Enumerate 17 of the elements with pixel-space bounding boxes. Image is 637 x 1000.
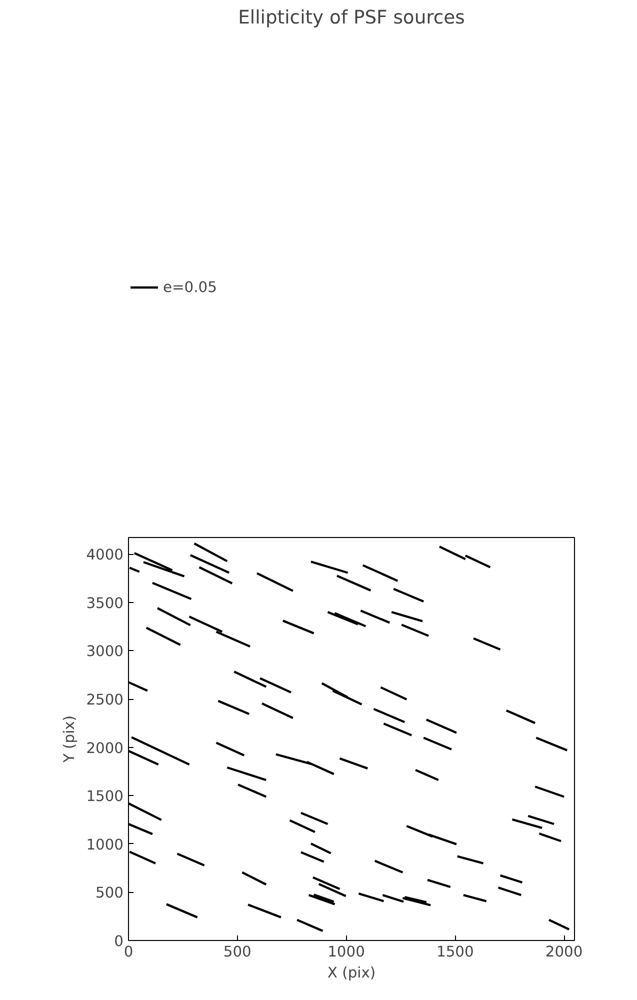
x-axis-title: X (pix) (327, 964, 376, 982)
y-tick-label: 3500 (86, 594, 124, 612)
y-tick-label: 1000 (86, 836, 124, 854)
x-tick-label: 500 (223, 944, 252, 960)
legend-label: e=0.05 (163, 278, 217, 296)
x-tick-label: 2000 (545, 944, 583, 960)
x-tick-label: 1500 (436, 944, 474, 960)
y-tick-label: 500 (96, 884, 124, 902)
chart-title: Ellipticity of PSF sources (238, 8, 465, 28)
y-tick-label: 2500 (86, 692, 124, 709)
y-tick-label: 2000 (86, 740, 124, 757)
y-tick-label: 3000 (86, 643, 124, 660)
y-tick-label: 0 (114, 933, 124, 950)
y-tick-label: 1500 (86, 788, 124, 806)
y-tick-label: 4000 (86, 546, 124, 564)
y-axis-title: Y (pix) (61, 715, 78, 764)
x-tick-label: 1000 (328, 944, 365, 960)
